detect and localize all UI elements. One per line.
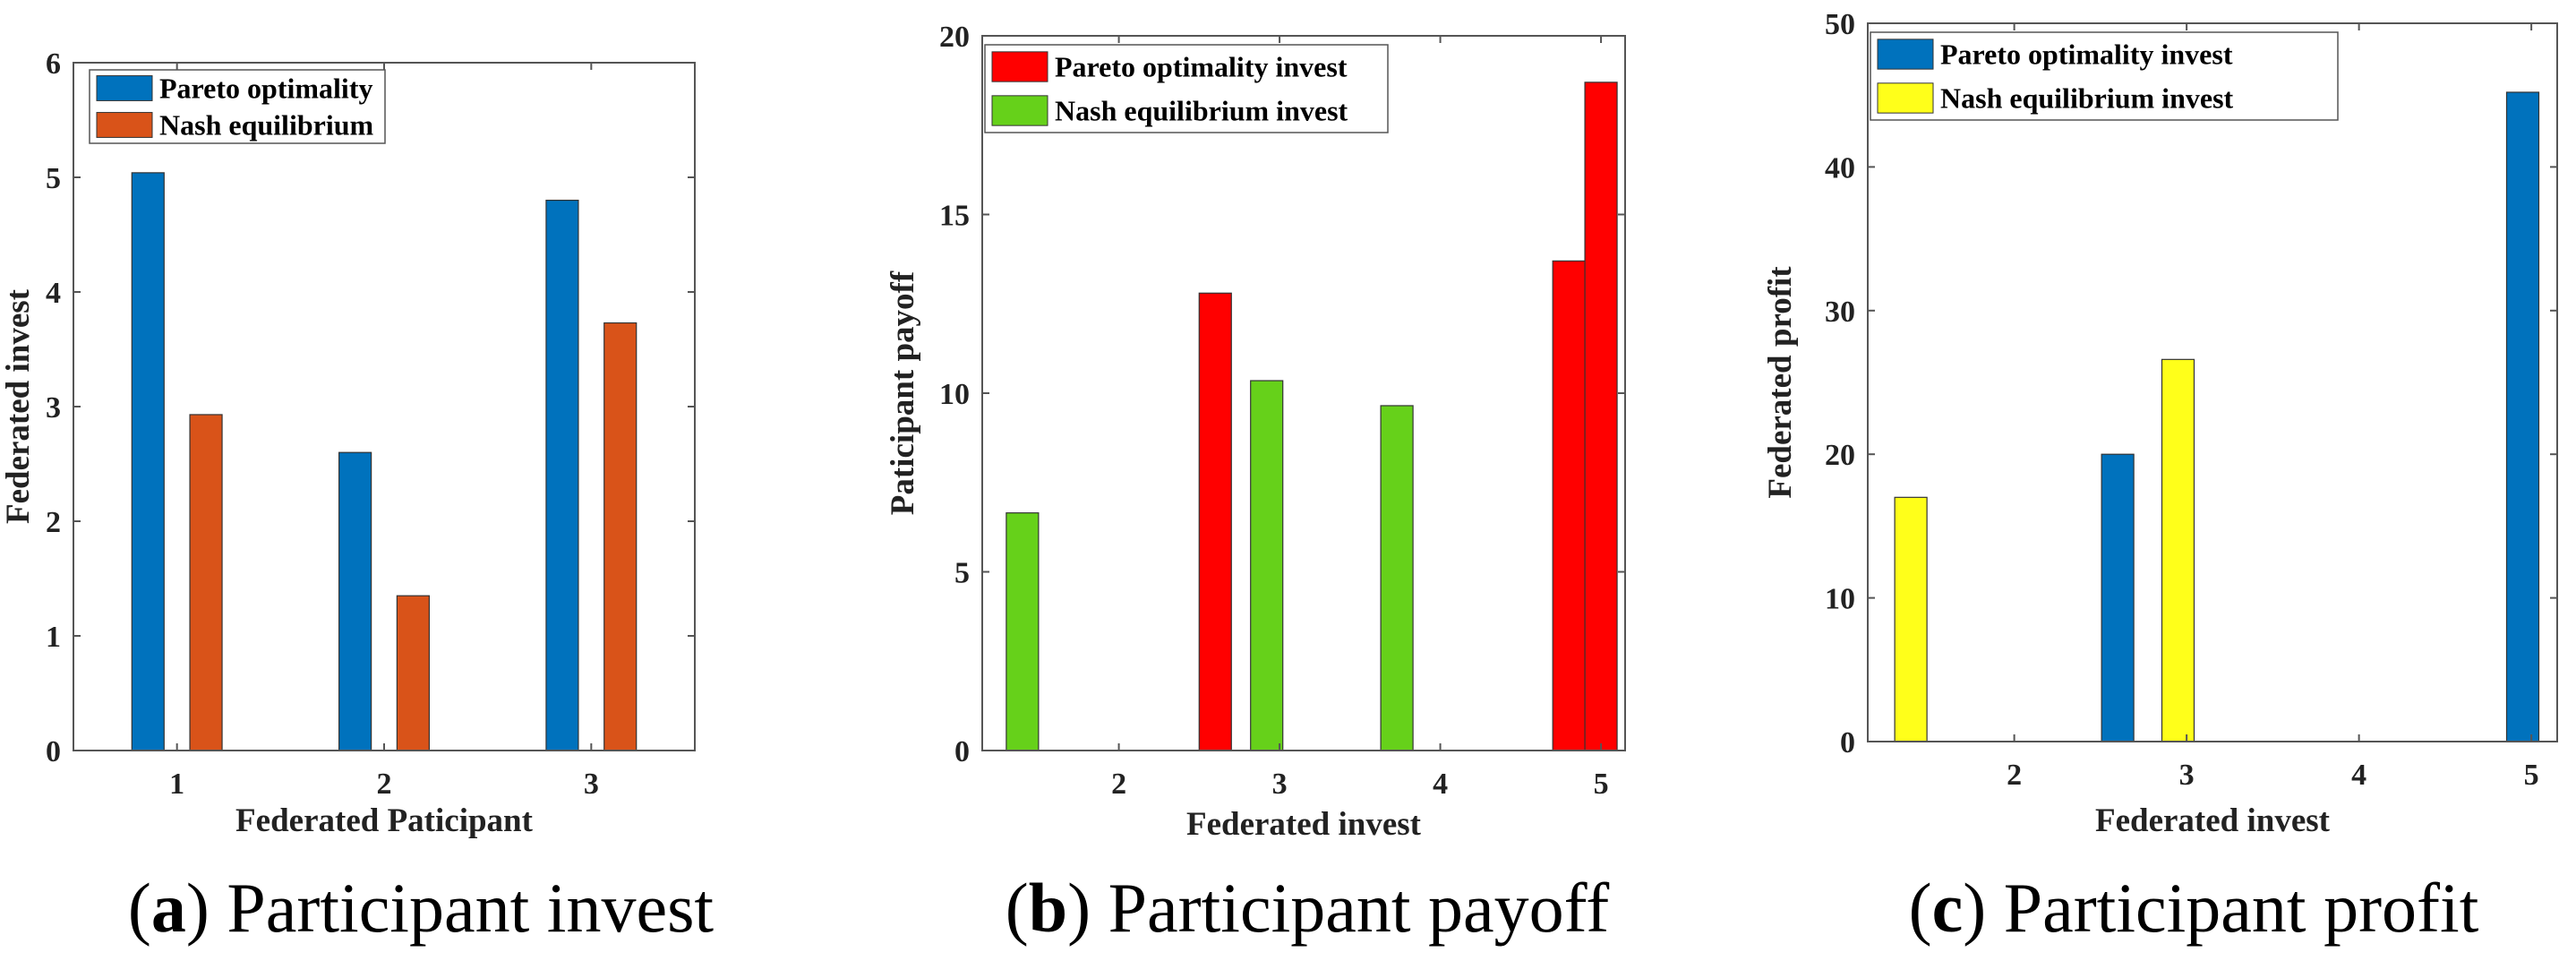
y-tick-label: 10	[1825, 583, 1855, 616]
legend-label: Nash equilibrium invest	[1055, 95, 1348, 127]
caption: (b) Participant payoff	[1006, 869, 1609, 947]
caption-close: )	[1067, 869, 1091, 947]
caption-title: Participant profit	[1986, 869, 2479, 947]
bar-s1-3	[1584, 82, 1618, 751]
bar-s2-2	[1250, 380, 1284, 751]
bar-s2-3	[603, 322, 638, 751]
bar-s1-1	[131, 172, 165, 751]
legend-label: Pareto optimality invest	[1055, 51, 1348, 83]
x-tick-label: 4	[1433, 768, 1448, 801]
x-tick-label: 4	[2351, 759, 2366, 792]
y-tick-label: 20	[939, 21, 970, 54]
legend-swatch	[991, 95, 1048, 126]
bar-s2-3	[1380, 405, 1414, 751]
legend-box	[1870, 31, 2339, 121]
y-axis-label: Federated profit	[1762, 266, 1799, 499]
x-tick-label: 2	[1111, 768, 1126, 801]
caption-letter: c	[1932, 869, 1964, 947]
caption-close: )	[186, 869, 210, 947]
legend-swatch	[991, 51, 1048, 82]
x-tick-label: 5	[1594, 768, 1609, 801]
y-tick-label: 2	[46, 506, 61, 539]
caption: (c) Participant profit	[1909, 869, 2479, 947]
legend: Pareto optimality Nash equilibrium	[89, 69, 386, 144]
legend-swatch	[96, 112, 153, 138]
y-tick-label: 5	[46, 162, 61, 195]
bar-s1-2	[1552, 260, 1586, 751]
y-tick-label: 3	[46, 391, 61, 425]
x-tick-label: 3	[1272, 768, 1288, 801]
x-axis-label: Federated invest	[1186, 806, 1422, 843]
x-tick-label: 5	[2524, 759, 2539, 792]
bar-s2-2	[2161, 358, 2195, 742]
plot-frame	[1867, 22, 2558, 742]
y-tick-label: 0	[46, 735, 61, 768]
y-tick-label: 5	[954, 557, 970, 590]
caption-title: Participant payoff	[1091, 869, 1609, 947]
x-tick-label: 1	[169, 768, 184, 801]
x-axis-label: Federated Paticipant	[235, 802, 534, 839]
y-axis-label: Federated invest	[0, 288, 37, 524]
legend-label: Nash equilibrium invest	[1940, 82, 2234, 115]
x-tick-label: 3	[2179, 759, 2195, 792]
plot-frame	[73, 62, 696, 751]
caption: (a) Participant invest	[128, 869, 715, 947]
y-tick-label: 0	[954, 735, 970, 768]
y-tick-label: 20	[1825, 439, 1855, 472]
bar-s1-1	[1198, 292, 1232, 751]
legend: Pareto optimality invest Nash equilibrium…	[1870, 31, 2339, 121]
y-tick-label: 15	[939, 200, 970, 233]
legend-box	[984, 44, 1389, 133]
caption-letter: b	[1029, 869, 1067, 947]
y-tick-label: 0	[1840, 726, 1855, 759]
caption-open: (	[1909, 869, 1932, 947]
legend-swatch	[1877, 39, 1934, 70]
bar-s2-1	[189, 414, 223, 751]
caption-close: )	[1963, 869, 1986, 947]
legend-label: Pareto optimality invest	[1940, 39, 2233, 71]
bar-s1-3	[545, 200, 579, 751]
bar-s1-2	[338, 451, 372, 751]
plot-frame	[981, 35, 1626, 751]
caption-open: (	[1006, 869, 1029, 947]
bar-s1-2	[2505, 91, 2540, 742]
y-tick-label: 6	[46, 47, 61, 81]
y-axis-label: Paticipant payoff	[885, 270, 921, 515]
caption-letter: a	[151, 869, 186, 947]
bar-s2-2	[396, 595, 430, 751]
legend-swatch	[1877, 82, 1934, 114]
bar-s2-1	[1894, 496, 1928, 742]
y-tick-label: 4	[46, 277, 61, 310]
bar-s1-1	[2101, 453, 2135, 742]
y-tick-label: 10	[939, 378, 970, 411]
y-tick-label: 1	[46, 621, 61, 654]
x-tick-label: 2	[377, 768, 392, 801]
legend-label: Nash equilibrium	[159, 109, 374, 142]
chart-panel-b: 0 5 10 15 20 2 3 4 5 Federated invest Paticipant p…	[885, 21, 1626, 947]
y-tick-label: 40	[1825, 151, 1855, 184]
y-tick-label: 50	[1825, 8, 1855, 41]
chart-panel-a: 0 1 2 3 4 5 6 1 2 3 Federated Paticipant Federated …	[0, 47, 714, 947]
legend-swatch	[96, 75, 153, 101]
x-tick-label: 2	[2007, 759, 2022, 792]
x-axis-label: Federated invest	[2095, 802, 2331, 839]
legend: Pareto optimality invest Nash equilibrium…	[984, 44, 1389, 133]
legend-label: Pareto optimality	[159, 73, 372, 105]
bar-s2-1	[1006, 512, 1040, 751]
caption-open: (	[128, 869, 151, 947]
chart-panel-c: 0 10 20 30 40 50 2 3 4 5 Federated invest Federated…	[1762, 8, 2558, 947]
x-tick-label: 3	[584, 768, 599, 801]
y-tick-label: 30	[1825, 296, 1855, 329]
caption-title: Participant invest	[210, 869, 715, 947]
